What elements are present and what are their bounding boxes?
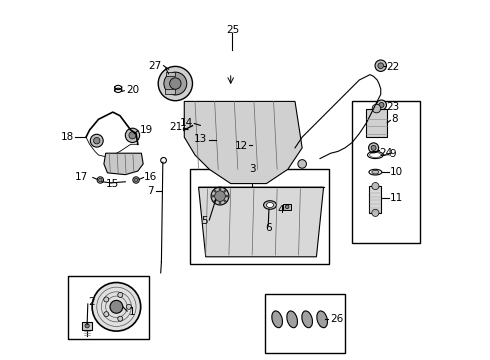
Circle shape bbox=[298, 159, 306, 168]
Text: 14: 14 bbox=[180, 118, 193, 128]
Text: 3: 3 bbox=[249, 164, 255, 174]
Text: 25: 25 bbox=[226, 25, 239, 35]
Circle shape bbox=[376, 100, 387, 110]
Circle shape bbox=[94, 138, 100, 144]
Bar bbox=[252, 140, 260, 152]
Bar bbox=[190, 169, 329, 264]
Circle shape bbox=[118, 292, 123, 297]
Ellipse shape bbox=[287, 311, 297, 328]
Bar bbox=[200, 121, 207, 134]
Circle shape bbox=[214, 190, 216, 192]
Bar bbox=[68, 276, 148, 339]
Bar bbox=[217, 136, 224, 149]
Circle shape bbox=[379, 103, 384, 108]
Circle shape bbox=[98, 178, 102, 182]
Text: 19: 19 bbox=[140, 125, 153, 135]
Bar bbox=[366, 109, 387, 137]
Circle shape bbox=[372, 104, 381, 113]
Circle shape bbox=[85, 324, 89, 328]
Text: 26: 26 bbox=[330, 314, 343, 324]
Circle shape bbox=[126, 304, 131, 309]
Text: 5: 5 bbox=[201, 216, 207, 226]
Circle shape bbox=[217, 140, 223, 145]
Text: 24: 24 bbox=[379, 148, 392, 158]
Circle shape bbox=[285, 205, 289, 208]
Circle shape bbox=[371, 145, 376, 150]
Circle shape bbox=[219, 188, 221, 190]
Bar bbox=[352, 102, 420, 243]
Text: 22: 22 bbox=[386, 63, 399, 72]
Circle shape bbox=[372, 209, 379, 216]
Bar bbox=[283, 204, 292, 210]
Circle shape bbox=[253, 143, 259, 149]
Circle shape bbox=[92, 283, 141, 331]
Circle shape bbox=[224, 190, 226, 192]
Circle shape bbox=[170, 78, 181, 89]
Ellipse shape bbox=[302, 311, 313, 328]
Text: 7: 7 bbox=[147, 186, 154, 196]
Bar bbox=[82, 322, 92, 330]
Ellipse shape bbox=[372, 170, 379, 174]
Circle shape bbox=[134, 178, 138, 182]
Circle shape bbox=[211, 187, 229, 205]
Circle shape bbox=[133, 177, 139, 183]
Circle shape bbox=[226, 195, 228, 197]
Circle shape bbox=[110, 300, 123, 313]
Text: 1: 1 bbox=[129, 307, 136, 317]
Text: 23: 23 bbox=[387, 102, 400, 112]
Circle shape bbox=[104, 297, 109, 302]
Circle shape bbox=[158, 66, 193, 101]
Text: 27: 27 bbox=[148, 61, 161, 71]
Bar bbox=[369, 186, 381, 213]
Circle shape bbox=[104, 312, 109, 317]
Ellipse shape bbox=[264, 201, 276, 209]
Circle shape bbox=[214, 200, 216, 202]
Polygon shape bbox=[184, 102, 302, 184]
Circle shape bbox=[164, 72, 187, 95]
Text: 6: 6 bbox=[265, 223, 271, 233]
Circle shape bbox=[219, 202, 221, 204]
Text: 8: 8 bbox=[392, 114, 398, 124]
Bar bbox=[167, 72, 175, 76]
Text: 15: 15 bbox=[106, 179, 120, 189]
Text: 21: 21 bbox=[169, 122, 182, 132]
Ellipse shape bbox=[272, 311, 282, 328]
Circle shape bbox=[131, 165, 137, 170]
Circle shape bbox=[372, 183, 379, 190]
Circle shape bbox=[129, 132, 136, 139]
Text: 2: 2 bbox=[89, 297, 95, 307]
Circle shape bbox=[183, 127, 188, 131]
Text: 10: 10 bbox=[390, 167, 403, 177]
Text: 18: 18 bbox=[61, 132, 74, 142]
Circle shape bbox=[224, 200, 226, 202]
Text: 20: 20 bbox=[126, 85, 140, 95]
Text: 17: 17 bbox=[75, 172, 89, 182]
Polygon shape bbox=[104, 153, 143, 175]
Circle shape bbox=[375, 60, 387, 71]
Circle shape bbox=[106, 165, 112, 170]
Circle shape bbox=[90, 134, 103, 147]
Text: 13: 13 bbox=[194, 134, 207, 144]
Text: 12: 12 bbox=[235, 141, 248, 151]
Circle shape bbox=[125, 128, 140, 143]
Text: 4: 4 bbox=[277, 205, 284, 215]
Ellipse shape bbox=[317, 311, 327, 328]
Circle shape bbox=[215, 191, 225, 202]
Text: 9: 9 bbox=[390, 149, 396, 159]
Ellipse shape bbox=[267, 203, 273, 207]
Polygon shape bbox=[198, 187, 323, 257]
Text: 16: 16 bbox=[144, 172, 157, 182]
Bar bbox=[165, 89, 175, 94]
Circle shape bbox=[378, 63, 384, 68]
Circle shape bbox=[97, 177, 103, 183]
Circle shape bbox=[368, 143, 379, 153]
Text: 11: 11 bbox=[390, 193, 403, 203]
Circle shape bbox=[201, 126, 206, 131]
Bar bbox=[265, 294, 345, 353]
Circle shape bbox=[212, 195, 214, 197]
Circle shape bbox=[118, 316, 123, 321]
